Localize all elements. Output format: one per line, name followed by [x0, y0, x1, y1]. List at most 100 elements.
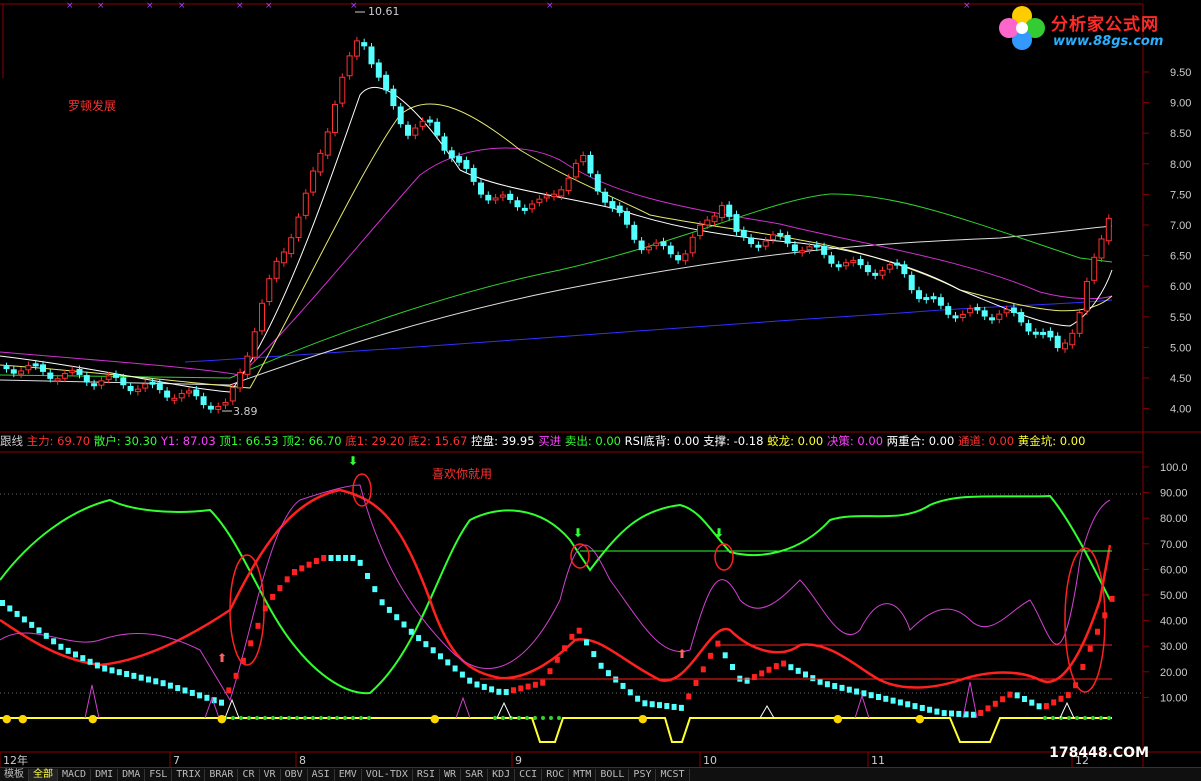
tab-trix[interactable]: TRIX — [172, 768, 206, 781]
candle-body — [857, 259, 864, 266]
signal-dot — [1099, 716, 1103, 720]
candle-body — [3, 366, 10, 370]
tab-rsi[interactable]: RSI — [413, 768, 440, 781]
tab-全部[interactable]: 全部 — [29, 768, 58, 781]
indicator-bar — [584, 639, 589, 646]
price-tick: 8.00 — [1170, 159, 1191, 171]
indicator-bar — [335, 555, 341, 561]
svg-text:⬇: ⬇ — [573, 526, 583, 540]
tab-wr[interactable]: WR — [440, 768, 462, 781]
indicator-bar — [197, 692, 203, 699]
candle-body — [580, 155, 587, 163]
tab-kdj[interactable]: KDJ — [488, 768, 516, 781]
price-tick: 6.50 — [1170, 251, 1191, 263]
candle-body — [930, 296, 937, 300]
signal-dot — [287, 716, 291, 720]
tab-mcst[interactable]: MCST — [656, 768, 690, 781]
tab-macd[interactable]: MACD — [58, 768, 92, 781]
indicator-bar — [423, 641, 429, 648]
candle-body — [156, 382, 163, 391]
signal-dot — [303, 716, 307, 720]
signal-dot — [501, 716, 505, 720]
indicator-value: 底2: 15.67 — [408, 434, 471, 448]
candle-body — [397, 106, 404, 125]
signal-dot — [327, 716, 331, 720]
indicator-bar — [270, 593, 276, 600]
candle-body — [777, 232, 784, 236]
tab-dmi[interactable]: DMI — [91, 768, 119, 781]
candle-body — [478, 182, 484, 195]
indicator-tick: 20.00 — [1160, 667, 1188, 679]
indicator-bar — [58, 643, 64, 650]
indicator-bar — [598, 662, 604, 669]
indicator-bar — [292, 569, 297, 575]
bottom-dots — [223, 716, 1111, 720]
signal-dot — [311, 716, 315, 720]
tab-mtm[interactable]: MTM — [569, 768, 597, 781]
candle-body — [419, 120, 426, 127]
indicator-bar — [1036, 703, 1042, 710]
indicator-bar — [897, 699, 903, 706]
candle-body — [434, 121, 441, 136]
tab-cci[interactable]: CCI — [515, 768, 543, 781]
svg-text:●: ● — [915, 712, 925, 725]
indicator-bar — [700, 666, 706, 673]
candle-body — [426, 119, 433, 123]
candle-body — [616, 205, 623, 213]
indicator-value: 两重合: 0.00 — [887, 434, 958, 448]
tab-obv[interactable]: OBV — [281, 768, 308, 781]
signal-dot — [239, 716, 243, 720]
candle-body — [375, 62, 382, 78]
candle-body — [32, 363, 39, 367]
indicator-bar — [1058, 695, 1064, 702]
line-y1-magenta — [0, 484, 1111, 702]
indicator-bar — [890, 697, 896, 704]
candle-body — [894, 262, 901, 266]
candle-body — [529, 203, 536, 210]
indicator-bar — [496, 688, 502, 695]
tab-dma[interactable]: DMA — [118, 768, 146, 781]
tab-vr[interactable]: VR — [260, 768, 281, 781]
tab-vol-tdx[interactable]: VOL-TDX — [362, 768, 413, 781]
signal-dot — [231, 716, 235, 720]
candle-body — [514, 200, 521, 208]
candle-body — [200, 396, 207, 405]
tab-psy[interactable]: PSY — [629, 768, 657, 781]
indicator-bar — [284, 576, 290, 583]
high-price-label: 10.61 — [368, 5, 400, 18]
price-axis: 9.50 9.00 8.50 8.00 7.50 7.00 6.50 6.00 5.50 5.00… — [1143, 67, 1191, 416]
indicator-tick: 80.00 — [1160, 513, 1188, 525]
tab-sar[interactable]: SAR — [461, 768, 489, 781]
indicator-bar — [7, 605, 13, 612]
price-tick: 9.00 — [1170, 98, 1191, 110]
tab-roc[interactable]: ROC — [542, 768, 570, 781]
candle-body — [178, 393, 185, 399]
candle-body — [1054, 335, 1061, 349]
candle-body — [697, 224, 703, 237]
tab-brar[interactable]: BRAR — [205, 768, 239, 781]
time-tick: 12年 — [3, 753, 28, 767]
candle-body — [850, 260, 857, 264]
tab-boll[interactable]: BOLL — [596, 768, 630, 781]
indicator-value: 蛟龙: 0.00 — [767, 434, 827, 448]
indicator-bar — [773, 663, 779, 670]
indicator-bar — [262, 605, 268, 612]
indicator-value: Y1: 87.03 — [160, 434, 219, 448]
candle-body — [1025, 323, 1032, 332]
tab-asi[interactable]: ASI — [308, 768, 335, 781]
tab-模板[interactable]: 模板 — [0, 768, 29, 781]
indicator-bar — [211, 697, 217, 704]
indicator-bar — [927, 706, 933, 713]
indicator-bar — [182, 687, 188, 694]
tab-emv[interactable]: EMV — [335, 768, 362, 781]
indicator-bar — [131, 672, 137, 679]
logo-url: www.88gs.com — [1053, 34, 1164, 49]
candle-body — [799, 250, 806, 254]
indicator-bar — [576, 627, 582, 634]
candle-body — [346, 55, 353, 77]
tab-cr[interactable]: CR — [238, 768, 260, 781]
candle-body — [244, 355, 251, 375]
tab-fsl[interactable]: FSL — [145, 768, 173, 781]
signal-dot — [319, 716, 323, 720]
